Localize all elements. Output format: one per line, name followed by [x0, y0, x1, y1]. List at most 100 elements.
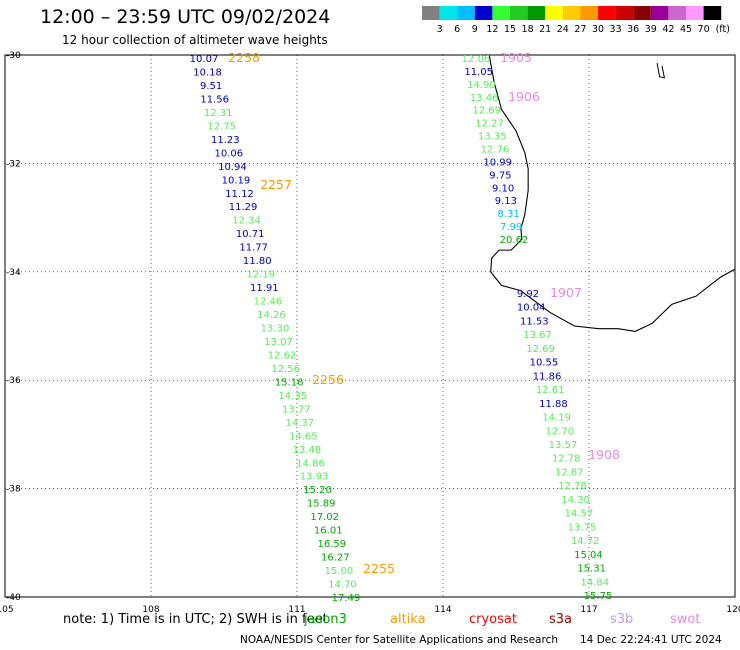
track-east-south-value: 14.72 [571, 536, 600, 547]
track-west-value: 12.56 [271, 364, 300, 375]
track-east-north-value: 8.31 [497, 209, 519, 220]
coastline [488, 54, 736, 332]
legend-label: 45 [680, 24, 692, 35]
track-west-value: 10.07 [190, 54, 219, 65]
legend-label: 42 [662, 24, 674, 35]
track-east-south-value: 14.84 [580, 577, 609, 588]
track-east-south-value: 11.53 [520, 316, 549, 327]
legend-label: 21 [539, 24, 551, 35]
lat-label: -30 [6, 51, 21, 61]
legend-swatch [615, 6, 634, 20]
track-west-value: 13.48 [293, 445, 322, 456]
track-west-value: 14.65 [289, 431, 318, 442]
track-west-value: 9.51 [200, 81, 222, 92]
track-east-south-value: 12.69 [526, 344, 555, 355]
track-east-south-value: 11.86 [533, 371, 562, 382]
track-east-south-value: 13.75 [568, 522, 597, 533]
track-east-south-value: 13.67 [523, 330, 552, 341]
legend-swatch [650, 6, 669, 20]
track-east-north-value: 20.62 [500, 235, 529, 246]
track-west-value: 14.37 [286, 418, 315, 429]
track-west-value: 14.35 [278, 391, 307, 402]
track-west-value: 12.19 [246, 270, 275, 281]
lon-label: 114 [434, 605, 451, 615]
track-west-value: 12.34 [232, 216, 261, 227]
track-west-value: 11.56 [200, 94, 229, 105]
track-east-north-value: 13.46 [470, 93, 499, 104]
legend-swatch [562, 6, 581, 20]
track-east-south-value: 12.61 [536, 385, 565, 396]
legend-label: 9 [472, 24, 478, 35]
legend-swatch [580, 6, 598, 20]
track-east-north-value: 12.06 [462, 54, 491, 65]
map-subtitle: 12 hour collection of altimeter wave hei… [62, 33, 328, 47]
track-east-south-value: 13.57 [549, 440, 578, 451]
track-west-value: 10.06 [215, 148, 244, 159]
legend-swatch [457, 6, 475, 20]
track-west-value: 14.86 [296, 458, 325, 469]
track-east-south-value: 11.88 [539, 399, 568, 410]
track-west-value: 16.59 [317, 539, 346, 550]
map-frame [4, 54, 736, 598]
track-east-south-value: 12.78 [552, 454, 581, 465]
track-west-value: 11.91 [250, 283, 279, 294]
track-west-value: 10.71 [236, 229, 265, 240]
track-east-south-value: 10.04 [517, 303, 546, 314]
track-west-value: 12.62 [268, 350, 297, 361]
track-east-north-value: 14.90 [467, 80, 496, 91]
lon-label: 105 [0, 605, 14, 615]
track-east-north-value: 13.35 [478, 132, 507, 143]
legend-label: 6 [454, 24, 460, 35]
track-east-south-value: 12.87 [555, 467, 584, 478]
legend-swatch [492, 6, 510, 20]
legend-swatch [474, 6, 493, 20]
track-west-value: 11.23 [211, 135, 240, 146]
track-west-value: 14.70 [328, 580, 357, 591]
track-east-south-value: 10.55 [530, 358, 559, 369]
track-east-south-value: 14.57 [565, 509, 594, 520]
track-east-north-value: 10.99 [483, 157, 512, 168]
legend-label: 24 [557, 24, 569, 35]
track-west-value: 15.00 [325, 566, 354, 577]
legend-swatch [686, 6, 704, 20]
track-east-north-value: 9.13 [495, 196, 517, 207]
track-east-south-value: 14.30 [561, 495, 590, 506]
track-east-south-value: 14.19 [542, 413, 571, 424]
legend-label: 27 [574, 24, 586, 35]
lon-label: 117 [580, 605, 597, 615]
footnote: note: 1) Time is in UTC; 2) SWH is in fe… [63, 612, 328, 627]
legend-swatch [703, 6, 722, 20]
satellite-altika: altika [390, 612, 426, 627]
track-east-south-value: 12.70 [545, 426, 574, 437]
track-east-north-value: 12.27 [475, 119, 504, 130]
track-west-value: 12.75 [207, 121, 236, 132]
lat-label: -34 [6, 268, 21, 278]
track-west-value: 10.18 [193, 67, 222, 78]
track-west-value: 11.29 [229, 202, 258, 213]
track-west-value: 16.27 [321, 553, 350, 564]
wave-height-color-legend: 3 6 9 12 15 18 21 24 27 30 33 36 39 42 45 70 (ft) [422, 6, 730, 35]
track-east-south-value: 15.75 [584, 591, 613, 602]
pass-time-label: 1905 [500, 50, 532, 65]
credit-line: NOAA/NESDIS Center for Satellite Applica… [240, 634, 558, 646]
lat-label: -38 [6, 485, 21, 495]
generated-timestamp: 14 Dec 22:24:41 UTC 2024 [580, 634, 722, 646]
track-east-north-value: 9.75 [489, 170, 511, 181]
island-outline [656, 63, 666, 79]
track-west-value: 13.07 [264, 337, 293, 348]
track-east-south-value: 9.92 [517, 289, 539, 300]
lat-label: -32 [6, 159, 21, 169]
legend-label: 36 [627, 24, 639, 35]
satellite-jason3: jason3 [304, 612, 347, 627]
pass-time-label: 2255 [363, 561, 395, 576]
legend-unit: (ft) [716, 24, 730, 35]
pass-time-label: 2258 [228, 50, 260, 65]
legend-label: 12 [486, 24, 498, 35]
legend-swatch [668, 6, 686, 20]
track-west-value: 10.19 [222, 175, 251, 186]
legend-swatch [527, 6, 546, 20]
legend-swatch [510, 6, 528, 20]
track-east-south-value: 15.04 [574, 550, 603, 561]
track-west-value: 11.80 [243, 256, 272, 267]
